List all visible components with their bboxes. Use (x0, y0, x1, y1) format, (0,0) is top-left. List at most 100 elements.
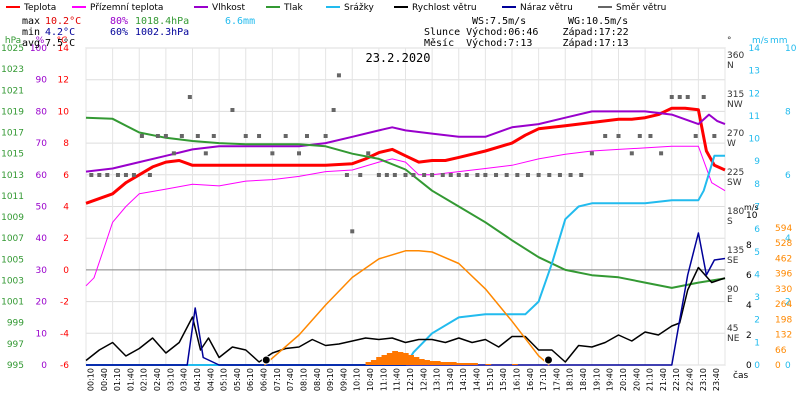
time-axis-tick: 19:10 (592, 368, 601, 391)
legend-label: Směr větru (616, 3, 666, 13)
ms-axis-tick: 0 (754, 361, 760, 371)
time-axis-tick: 06:10 (246, 368, 255, 391)
time-axis-tick: 10:10 (353, 368, 362, 391)
mm-axis-tick: 4 (785, 234, 791, 244)
hpa-axis-tick: 1007 (1, 234, 24, 244)
celsius-axis-tick: 2 (63, 234, 69, 244)
legend-label: Náraz větru (520, 3, 573, 13)
wind-direction-marker (557, 173, 562, 177)
wind-direction-marker (515, 173, 520, 177)
wind-direction-marker (230, 108, 235, 112)
wind-direction-marker (475, 173, 480, 177)
wind-direction-marker (422, 173, 427, 177)
hpa-axis-tick: 1025 (1, 44, 24, 54)
direction-axis-tick: 360 (727, 51, 744, 61)
date-title: 23.2.2020 (365, 51, 430, 65)
stat-max-hum: 80% (110, 16, 128, 27)
legend-label: Srážky (344, 3, 375, 13)
direction-axis-tick: W (727, 139, 736, 149)
wind-direction-marker (384, 173, 389, 177)
wind-direction-marker (171, 151, 176, 156)
wind-direction-marker (677, 95, 682, 99)
pct-axis-tick: 40 (36, 234, 48, 244)
time-axis-tick: 12:40 (419, 368, 428, 391)
rain-intensity-bar (418, 359, 425, 365)
mm-axis-tick: 2 (785, 298, 791, 308)
wind-direction-marker (712, 134, 717, 138)
celsius-axis-tick: 6 (63, 171, 69, 181)
stat-min-hum: 60% (110, 27, 128, 38)
time-axis-tick: 09:10 (326, 368, 335, 391)
wind-direction-marker (589, 151, 594, 156)
time-axis-tick: 21:40 (659, 368, 668, 391)
wind-axis-tick: 4 (746, 301, 752, 311)
hpa-axis-tick: 1013 (1, 171, 24, 181)
wind-direction-marker (331, 108, 336, 112)
direction-axis-tick: 45 (727, 324, 738, 334)
wind-direction-marker (392, 173, 397, 177)
wind-direction-marker (97, 173, 102, 177)
rain-intensity-bar (424, 360, 430, 365)
time-axis-tick: 10:40 (366, 368, 375, 391)
hpa-axis-tick: 1015 (1, 150, 24, 160)
series-n-raz-v-tru (86, 232, 726, 366)
stat-sun: Slunce Východ:06:46 Západ:17:22 (424, 26, 629, 38)
rain-intensity-bar (445, 362, 452, 365)
ms-axis-tick: 13 (749, 67, 760, 77)
rain-intensity-bar (466, 363, 473, 365)
direction-axis-tick: E (727, 295, 733, 305)
wind-direction-marker (323, 134, 328, 138)
rain-intensity-bar (429, 361, 436, 365)
grid-layer (85, 47, 726, 366)
wind-direction-marker (139, 134, 144, 138)
direction-axis-tick: SE (727, 256, 739, 266)
direction-axis-tick: NE (727, 334, 740, 344)
time-axis-tick: 05:10 (220, 368, 229, 391)
wind-direction-marker (105, 173, 110, 177)
axes-layer: 1025102310211019101710151013101110091007… (1, 36, 797, 391)
time-axis-tick: 02:40 (153, 368, 162, 391)
legend: Teplota Přízemní teplota Vlhkost Tlak Srážky… (6, 3, 666, 13)
ms-axis-unit: m/s (752, 36, 769, 46)
wind-direction-marker (547, 173, 552, 177)
legend-label: Tlak (283, 3, 304, 13)
rain-intensity-bar (408, 355, 414, 365)
wm2-axis-tick: 132 (775, 331, 792, 341)
ms-axis-tick: 6 (754, 225, 760, 235)
direction-axis-tick: NW (727, 100, 743, 110)
stat-moon: Měsíc Východ:7:13 Západ:17:13 (424, 37, 629, 49)
wind-axis-tick: 0 (746, 361, 752, 371)
wm2-axis-tick: 396 (775, 270, 792, 280)
wind-direction-marker (536, 173, 541, 177)
ms-axis-tick: 4 (754, 270, 760, 280)
ms-axis-tick: 10 (749, 135, 761, 145)
mm-axis-unit: mm (770, 36, 788, 46)
wind-direction-marker (350, 229, 355, 234)
wind-direction-marker (366, 151, 371, 156)
hpa-axis-tick: 1009 (1, 213, 24, 223)
legend-label: Přízemní teplota (90, 3, 163, 13)
direction-axis-tick: N (727, 61, 734, 71)
time-axis-tick: 03:10 (166, 368, 175, 391)
stat-max-press: 1018.4hPa (135, 16, 189, 27)
celsius-axis-tick: -6 (60, 361, 69, 371)
pct-axis-tick: 80 (36, 107, 48, 117)
wind-direction-marker (187, 95, 192, 99)
rain-intensity-bar (440, 362, 446, 365)
time-axis-tick: 11:40 (393, 368, 402, 391)
time-axis-tick: 18:10 (566, 368, 575, 391)
wind-direction-marker (163, 134, 168, 138)
direction-axis-tick: 90 (727, 285, 739, 295)
wind-direction-marker (448, 173, 453, 177)
wind-direction-marker (494, 173, 499, 177)
wind-direction-marker (568, 173, 573, 177)
ms-axis-tick: 11 (749, 112, 760, 122)
stats-block: max 10.2°C 80% 1018.4hPa 6.6mm min 4.2°C… (22, 16, 629, 49)
pct-axis-tick: 70 (36, 139, 48, 149)
wind-direction-marker (693, 134, 698, 138)
series-vlhkost (85, 110, 726, 173)
wm2-axis-tick: 594 (775, 224, 792, 234)
stat-max-label: max (22, 16, 40, 27)
direction-axis-tick: SW (727, 178, 742, 188)
